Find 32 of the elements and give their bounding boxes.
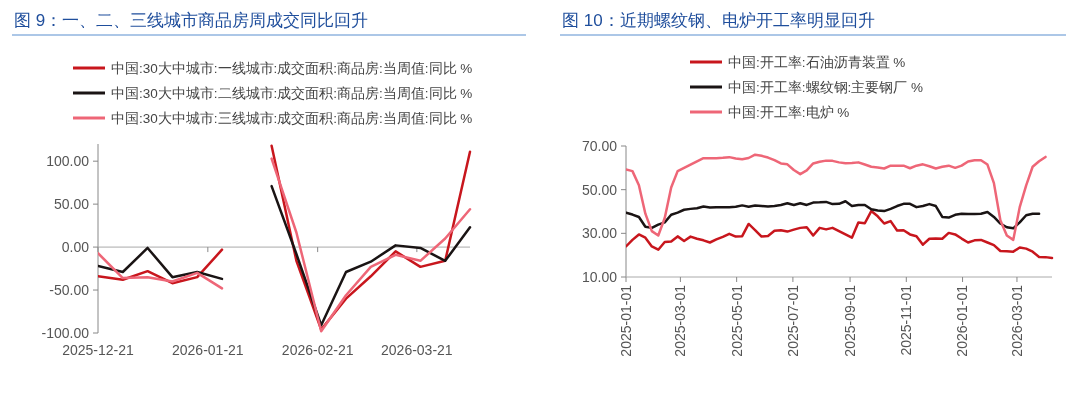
legend-label: 中国:30大中城市:一线城市:成交面积:商品房:当周值:同比 %: [111, 61, 473, 76]
y-tick-label: -50.00: [49, 281, 90, 298]
x-tick-label: 2025-01-01: [617, 284, 634, 357]
x-tick-label: 2025-07-01: [784, 284, 801, 357]
chart-title: 图 10：近期螺纹钢、电炉开工率明显回升: [562, 11, 875, 30]
x-tick-label: 2025-03-01: [672, 284, 689, 357]
y-tick-label: 30.00: [581, 225, 618, 242]
y-tick-label: 100.00: [46, 153, 90, 170]
legend-label: 中国:30大中城市:三线城市:成交面积:商品房:当周值:同比 %: [111, 111, 473, 126]
y-tick-label: 0.00: [61, 238, 90, 255]
line-series: [626, 209, 1054, 260]
y-tick-label: 50.00: [53, 196, 90, 213]
legend-label: 中国:开工率:螺纹钢:主要钢厂 %: [728, 80, 924, 95]
x-tick-label: 2025-12-21: [62, 342, 135, 358]
x-tick-label: 2026-01-01: [954, 284, 971, 357]
x-tick-label: 2025-05-01: [728, 284, 745, 357]
x-tick-label: 2026-03-21: [381, 342, 453, 358]
y-tick-label: 70.00: [581, 137, 618, 154]
y-tick-label: 50.00: [581, 181, 618, 198]
x-tick-label: 2026-01-21: [172, 342, 244, 358]
legend-label: 中国:开工率:电炉 %: [728, 105, 850, 120]
chart-title: 图 9：一、二、三线城市商品房周成交同比回升: [14, 11, 369, 30]
x-tick-label: 2025-09-01: [841, 284, 858, 357]
line-series: [626, 153, 1047, 242]
x-tick-label: 2026-03-01: [1008, 284, 1025, 357]
legend-label: 中国:30大中城市:二线城市:成交面积:商品房:当周值:同比 %: [111, 86, 473, 101]
x-tick-label: 2026-02-21: [281, 342, 354, 358]
legend-label: 中国:开工率:石油沥青装置 %: [728, 55, 906, 70]
y-tick-label: 10.00: [581, 268, 618, 285]
y-tick-label: -100.00: [41, 324, 90, 341]
line-series: [626, 199, 1041, 230]
x-tick-label: 2025-11-01: [898, 284, 915, 356]
